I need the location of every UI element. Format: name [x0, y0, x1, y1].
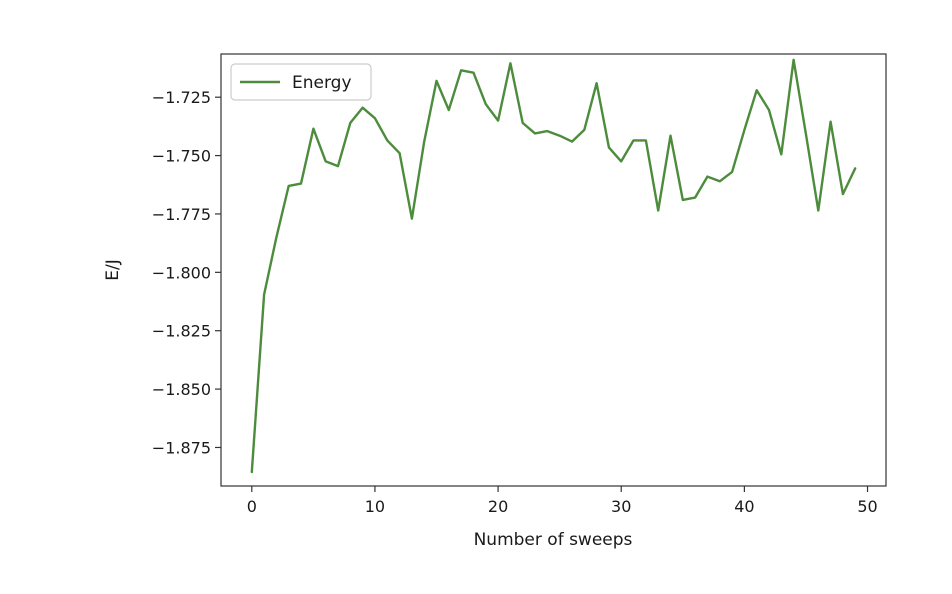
legend: Energy	[230, 63, 372, 101]
y-tick-label: −1.800	[152, 263, 211, 282]
legend-label: Energy	[292, 73, 352, 93]
x-axis-ticks: 0 10 20 30 40 50	[247, 486, 878, 516]
x-tick-label: 20	[488, 497, 508, 516]
x-tick-label: 40	[734, 497, 754, 516]
x-axis-label: Number of sweeps	[474, 530, 633, 550]
y-tick-label: −1.825	[152, 322, 211, 341]
x-tick-label: 10	[365, 497, 385, 516]
y-axis-label: E/J	[103, 259, 123, 280]
plot-area-frame	[220, 53, 887, 487]
y-tick-label: −1.875	[152, 438, 211, 457]
series-lines	[250, 58, 857, 474]
legend-box	[230, 63, 372, 101]
y-tick-label: −1.775	[152, 205, 211, 224]
y-tick-label: −1.725	[152, 88, 211, 107]
x-tick-label: 30	[611, 497, 631, 516]
series-line-energy	[250, 58, 857, 474]
y-tick-label: −1.750	[152, 147, 211, 166]
x-tick-label: 50	[857, 497, 877, 516]
y-axis-ticks: −1.875 −1.850 −1.825 −1.800 −1.775 −1.750 −1.7…	[152, 88, 221, 457]
y-tick-label: −1.850	[152, 380, 211, 399]
x-tick-label: 0	[247, 497, 257, 516]
